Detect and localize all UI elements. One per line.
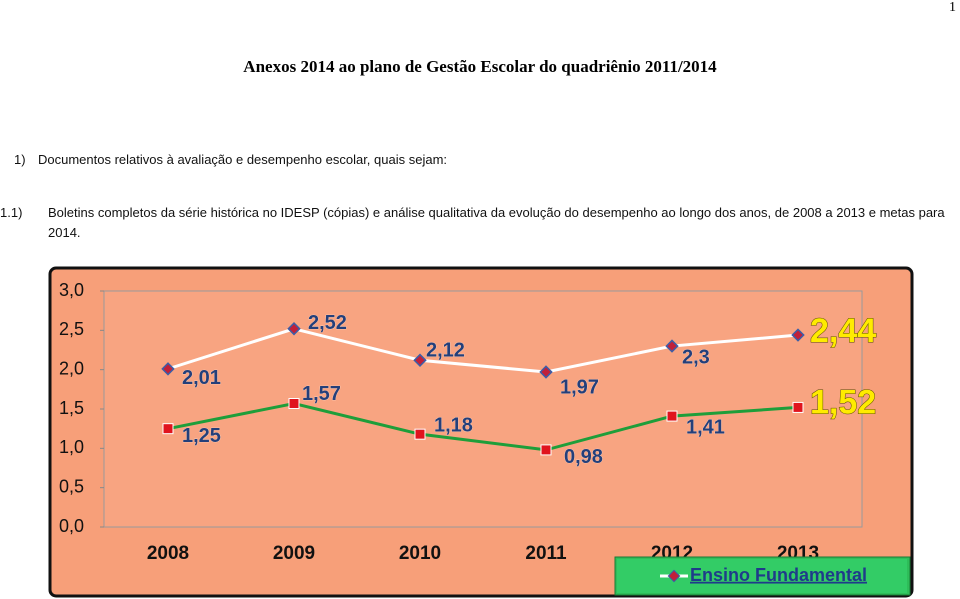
- page-number: 1: [949, 0, 956, 15]
- y-tick-label: 2,5: [59, 319, 84, 339]
- marker: [414, 428, 426, 440]
- legend-label: Ensino Fundamental: [690, 565, 867, 585]
- y-tick-label: 2,0: [59, 358, 84, 378]
- data-label: 1,18: [434, 414, 473, 436]
- marker: [287, 322, 301, 336]
- data-label: 0,98: [564, 446, 603, 468]
- y-tick-label: 0,5: [59, 476, 84, 496]
- item-text: Documentos relativos à avaliação e desem…: [38, 152, 448, 167]
- data-label: 2,01: [182, 367, 221, 389]
- legend: Ensino Fundamental: [614, 556, 911, 596]
- marker: [540, 444, 552, 456]
- series-line: [167, 327, 799, 374]
- data-label: 2,12: [426, 340, 465, 362]
- marker: [539, 365, 553, 379]
- data-label: 1,41: [686, 416, 725, 438]
- data-label: 1,52: [810, 383, 876, 421]
- y-tick-label: 0,0: [59, 516, 84, 536]
- marker: [792, 401, 804, 413]
- series-line: [167, 401, 799, 452]
- marker: [162, 423, 174, 435]
- x-tick-label: 2010: [399, 543, 441, 564]
- item-marker: 1.1): [0, 205, 23, 220]
- y-tick-label: 1,0: [59, 437, 84, 457]
- legend-marker: [667, 569, 681, 583]
- data-label: 2,3: [682, 346, 710, 368]
- item-marker: 1): [14, 152, 26, 167]
- data-label: 2,52: [308, 312, 347, 334]
- marker: [666, 410, 678, 422]
- x-tick-label: 2008: [147, 543, 189, 564]
- title: Anexos 2014 ao plano de Gestão Escolar d…: [243, 57, 717, 76]
- data-label: 1,57: [302, 383, 341, 405]
- item-text: Boletins completos da série histórica no…: [48, 205, 945, 240]
- marker: [288, 397, 300, 409]
- data-label: 2,44: [810, 312, 876, 350]
- x-tick-label: 2011: [525, 543, 567, 564]
- y-tick-label: 1,5: [59, 398, 84, 418]
- data-label: 1,97: [560, 376, 599, 398]
- x-tick-label: 2009: [273, 543, 315, 564]
- marker: [665, 339, 679, 353]
- plot-area: [103, 290, 863, 528]
- marker: [161, 362, 175, 376]
- marker: [791, 328, 805, 342]
- marker: [413, 353, 427, 367]
- y-tick-label: 3,0: [59, 280, 84, 300]
- data-label: 1,25: [182, 425, 221, 447]
